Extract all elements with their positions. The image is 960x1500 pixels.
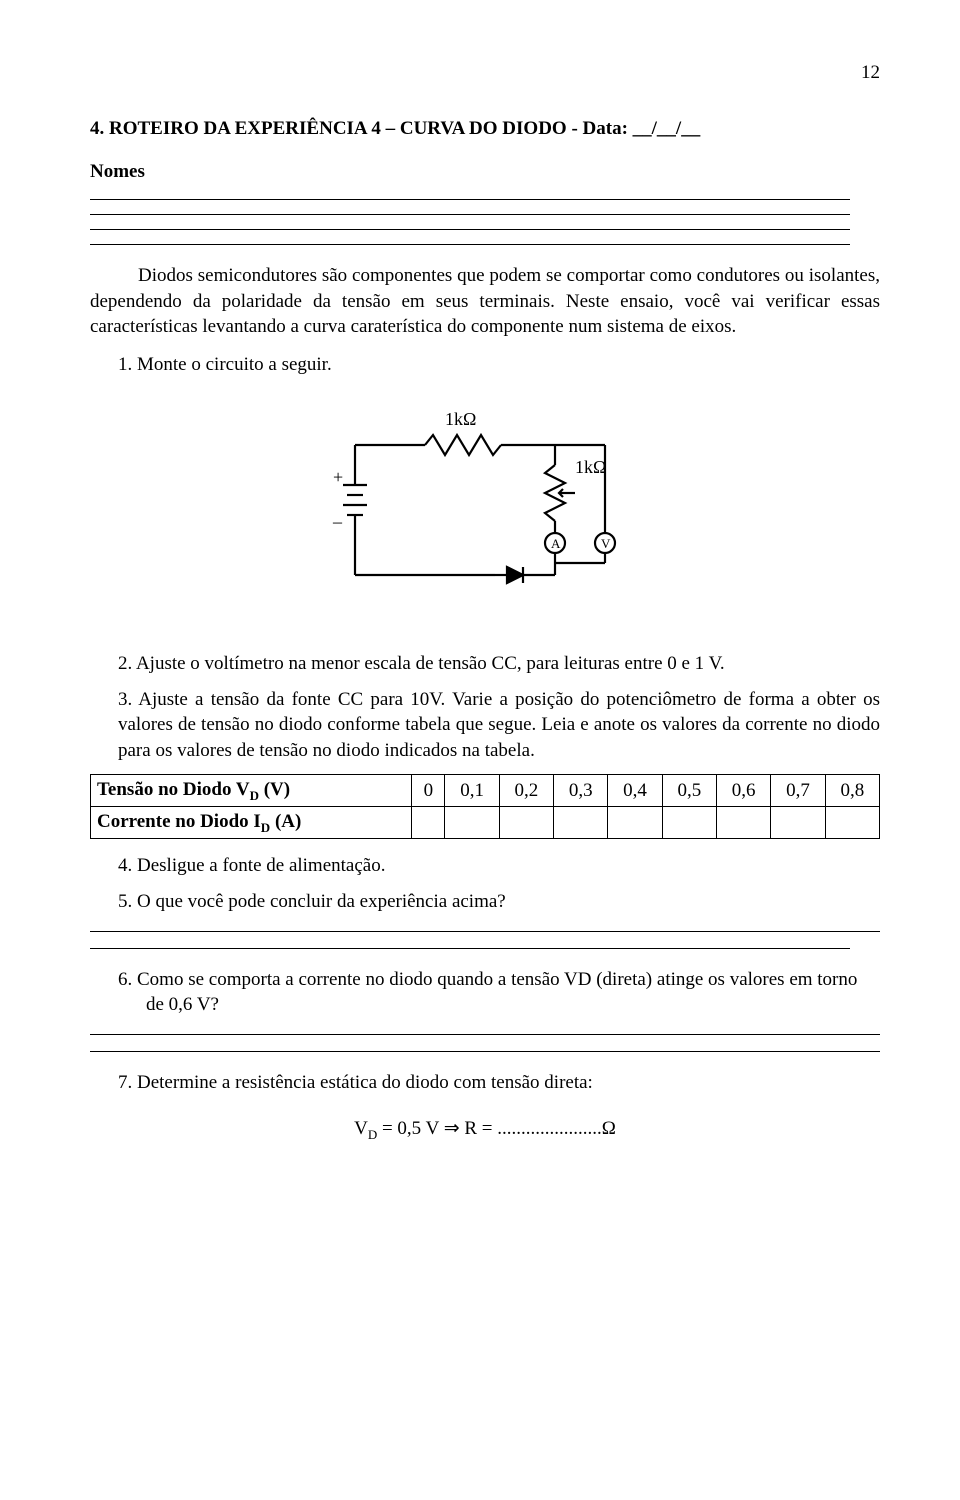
row1-label: Tensão no Diodo VD (V) bbox=[91, 774, 412, 806]
name-line-4 bbox=[90, 244, 850, 245]
page-number: 12 bbox=[90, 60, 880, 86]
table-cell: 0,1 bbox=[445, 774, 499, 806]
name-line-2 bbox=[90, 214, 850, 215]
table-row: Tensão no Diodo VD (V) 0 0,1 0,2 0,3 0,4… bbox=[91, 774, 880, 806]
table-cell: 0,6 bbox=[717, 774, 771, 806]
r2-label: 1kΩ bbox=[575, 457, 606, 477]
row2-label: Corrente no Diodo ID (A) bbox=[91, 807, 412, 839]
name-line-3 bbox=[90, 229, 850, 230]
table-cell bbox=[608, 807, 662, 839]
page-title: 4. ROTEIRO DA EXPERIÊNCIA 4 – CURVA DO D… bbox=[90, 116, 880, 142]
table-cell bbox=[662, 807, 716, 839]
step-4: 4. Desligue a fonte de alimentação. bbox=[118, 853, 880, 879]
battery-minus: _ bbox=[332, 505, 343, 525]
table-cell: 0,4 bbox=[608, 774, 662, 806]
step-5: 5. O que você pode concluir da experiênc… bbox=[118, 889, 880, 915]
answer-line-6a bbox=[90, 1034, 880, 1035]
table-cell: 0,2 bbox=[499, 774, 553, 806]
table-cell bbox=[499, 807, 553, 839]
table-cell bbox=[412, 807, 445, 839]
table-cell: 0,7 bbox=[771, 774, 825, 806]
table-cell: 0 bbox=[412, 774, 445, 806]
r1-label: 1kΩ bbox=[445, 409, 476, 429]
step-7: 7. Determine a resistência estática do d… bbox=[118, 1070, 880, 1096]
step-1: 1. Monte o circuito a seguir. bbox=[118, 352, 880, 378]
circuit-diagram: + _ 1kΩ 1kΩ A V bbox=[90, 395, 880, 623]
table-cell bbox=[825, 807, 879, 839]
table-cell bbox=[717, 807, 771, 839]
voltmeter-label: V bbox=[601, 536, 611, 551]
step-3: 3.Ajuste a tensão da fonte CC para 10V. … bbox=[118, 687, 880, 764]
answer-line-5b bbox=[90, 948, 850, 949]
answer-line-5a bbox=[90, 931, 880, 932]
step-2: 2. Ajuste o voltímetro na menor escala d… bbox=[118, 651, 880, 677]
names-label: Nomes bbox=[90, 159, 880, 185]
table-cell bbox=[445, 807, 499, 839]
step-6: 6. Como se comporta a corrente no diodo … bbox=[118, 967, 880, 1018]
ammeter-label: A bbox=[551, 536, 561, 551]
table-cell bbox=[554, 807, 608, 839]
table-cell bbox=[771, 807, 825, 839]
equation: VD = 0,5 V ⇒ R = ......................Ω bbox=[90, 1116, 880, 1143]
step-3-number: 3. bbox=[118, 689, 132, 710]
answer-line-6b bbox=[90, 1051, 880, 1052]
intro-paragraph: Diodos semicondutores são componentes qu… bbox=[90, 263, 880, 340]
step-3-text: Ajuste a tensão da fonte CC para 10V. Va… bbox=[118, 689, 880, 761]
name-line-1 bbox=[90, 199, 850, 200]
battery-plus: + bbox=[333, 467, 343, 487]
table-cell: 0,3 bbox=[554, 774, 608, 806]
table-cell: 0,8 bbox=[825, 774, 879, 806]
table-row: Corrente no Diodo ID (A) bbox=[91, 807, 880, 839]
table-cell: 0,5 bbox=[662, 774, 716, 806]
data-table: Tensão no Diodo VD (V) 0 0,1 0,2 0,3 0,4… bbox=[90, 774, 880, 840]
